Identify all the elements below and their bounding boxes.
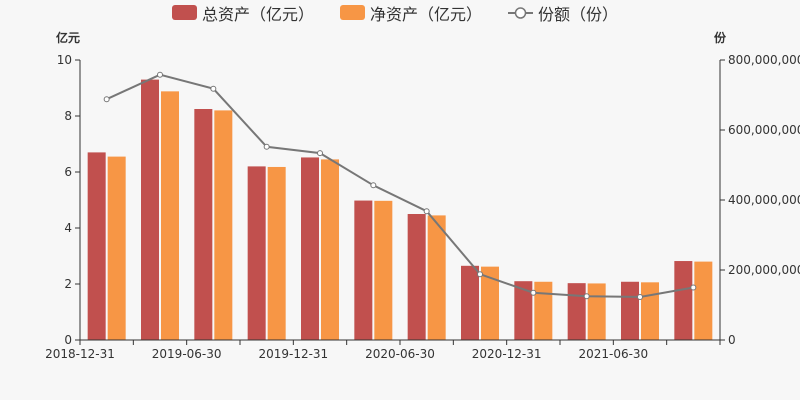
y-left-tick-label: 0 — [64, 333, 72, 347]
y-right-tick-label: 200,000,000 — [728, 263, 800, 277]
x-tick-label: 2019-06-30 — [152, 347, 222, 361]
share-line — [106, 73, 694, 298]
y-right-tick-label: 600,000,000 — [728, 123, 800, 137]
share-point — [583, 293, 590, 300]
share-point — [317, 150, 323, 157]
bar-total-assets — [514, 281, 533, 340]
y-right-tick-label: 800,000,000 — [728, 53, 800, 67]
y-right-tick-label: 400,000,000 — [728, 193, 800, 207]
bar-net-assets — [694, 261, 713, 340]
bar-net-assets — [107, 156, 126, 340]
bar-total-assets — [407, 214, 426, 340]
bar-total-assets — [354, 200, 373, 340]
bar-total-assets — [194, 109, 213, 340]
bar-net-assets — [534, 281, 553, 340]
legend-label: 份额（份） — [538, 5, 618, 24]
y-right-title: 份 — [714, 30, 727, 45]
bar-net-assets — [374, 200, 393, 340]
y-right-tick-label: 0 — [728, 333, 736, 347]
legend-swatch-share-marker — [514, 7, 527, 19]
legend-label: 总资产（亿元） — [202, 5, 314, 24]
bar-net-assets — [161, 91, 179, 340]
share-point — [263, 143, 270, 150]
bar-total-assets — [247, 166, 266, 340]
bar-net-assets — [267, 166, 286, 340]
bar-total-assets — [141, 79, 159, 340]
y-left-tick-label: 10 — [57, 53, 72, 67]
bar-total-assets — [87, 152, 106, 340]
share-point — [103, 96, 110, 103]
bar-net-assets — [427, 215, 446, 340]
bar-net-assets — [321, 159, 339, 340]
legend-swatch-net-assets — [340, 5, 365, 20]
y-left-tick-label: 8 — [64, 109, 72, 123]
legend-swatch-total-assets — [172, 5, 197, 20]
share-point — [690, 284, 697, 291]
bar-total-assets — [621, 281, 639, 340]
bar-total-assets — [674, 261, 693, 340]
x-tick-label: 2020-06-30 — [365, 347, 435, 361]
share-point — [477, 271, 483, 278]
share-point — [210, 85, 217, 92]
x-tick-label: 2021-06-30 — [578, 347, 648, 361]
y-left-tick-label: 2 — [64, 277, 72, 291]
bar-net-assets — [214, 110, 233, 341]
bar-total-assets — [461, 265, 479, 340]
bar-net-assets — [481, 266, 499, 340]
bar-net-assets — [641, 282, 659, 340]
x-tick-label: 2020-12-31 — [472, 347, 542, 361]
bar-total-assets — [567, 283, 586, 340]
x-tick-label: 2019-12-31 — [258, 347, 328, 361]
share-point — [637, 293, 643, 300]
share-point — [370, 182, 377, 189]
x-tick-label: 2018-12-31 — [45, 347, 115, 361]
share-point — [157, 71, 163, 78]
share-point — [423, 208, 430, 215]
share-point — [530, 289, 537, 296]
bar-net-assets — [587, 283, 606, 340]
y-left-title: 亿元 — [56, 30, 80, 45]
y-left-tick-label: 4 — [64, 221, 72, 235]
y-left-tick-label: 6 — [64, 165, 72, 179]
bar-total-assets — [301, 157, 319, 340]
legend-label: 净资产（亿元） — [370, 5, 482, 24]
